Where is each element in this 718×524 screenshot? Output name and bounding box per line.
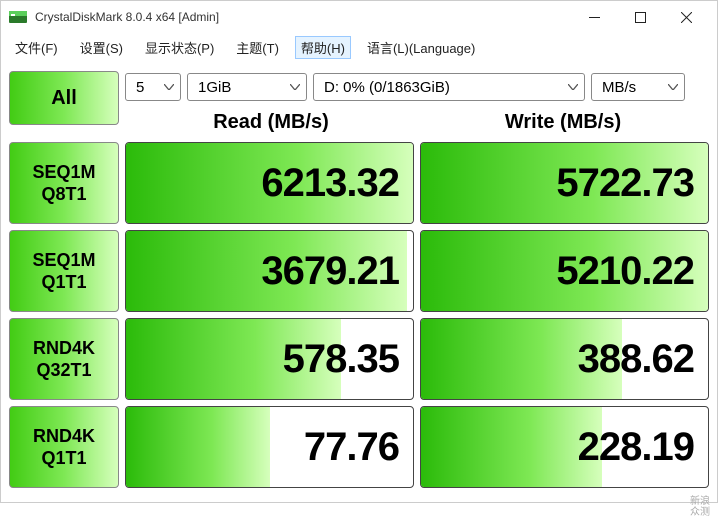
result-row: SEQ1MQ8T1 6213.32 5722.73 <box>9 142 709 224</box>
test-label-2: Q8T1 <box>41 183 86 206</box>
window-controls <box>571 1 709 33</box>
chevron-down-icon <box>668 84 678 90</box>
close-button[interactable] <box>663 1 709 33</box>
read-value-cell: 3679.21 <box>125 230 414 312</box>
menu-language[interactable]: 语言(L)(Language) <box>361 36 481 59</box>
read-value-cell: 6213.32 <box>125 142 414 224</box>
chevron-down-icon <box>164 84 174 90</box>
test-label-1: RND4K <box>33 425 95 448</box>
read-value: 6213.32 <box>261 161 399 206</box>
menu-theme[interactable]: 主题(T) <box>230 36 285 59</box>
write-value: 5722.73 <box>556 161 694 206</box>
minimize-button[interactable] <box>571 1 617 33</box>
read-value: 3679.21 <box>261 249 399 294</box>
test-label-2: Q32T1 <box>36 359 91 382</box>
blocksize-value: 1GiB <box>198 79 231 96</box>
write-header: Write (MB/s) <box>417 107 709 138</box>
write-value-cell: 388.62 <box>420 318 709 400</box>
titlebar: CrystalDiskMark 8.0.4 x64 [Admin] <box>1 1 717 33</box>
write-value: 388.62 <box>578 337 694 382</box>
blocksize-select[interactable]: 1GiB <box>187 73 307 101</box>
unit-value: MB/s <box>602 79 636 96</box>
menubar: 文件(F) 设置(S) 显示状态(P) 主题(T) 帮助(H) 语言(L)(La… <box>1 33 717 65</box>
test-label-1: RND4K <box>33 337 95 360</box>
test-label-1: SEQ1M <box>32 161 95 184</box>
maximize-button[interactable] <box>617 1 663 33</box>
read-header: Read (MB/s) <box>125 107 417 138</box>
menu-file[interactable]: 文件(F) <box>9 36 64 59</box>
menu-help[interactable]: 帮助(H) <box>295 36 351 59</box>
column-headers: Read (MB/s) Write (MB/s) <box>1 107 717 142</box>
test-label-1: SEQ1M <box>32 249 95 272</box>
write-value: 228.19 <box>578 425 694 470</box>
test-button[interactable]: SEQ1MQ1T1 <box>9 230 119 312</box>
loops-select[interactable]: 5 <box>125 73 181 101</box>
window-title: CrystalDiskMark 8.0.4 x64 [Admin] <box>35 10 571 24</box>
drive-value: D: 0% (0/1863GiB) <box>324 79 450 96</box>
drive-select[interactable]: D: 0% (0/1863GiB) <box>313 73 585 101</box>
write-value-cell: 228.19 <box>420 406 709 488</box>
result-row: SEQ1MQ1T1 3679.21 5210.22 <box>9 230 709 312</box>
watermark: 新浪 众测 <box>690 496 710 518</box>
loops-value: 5 <box>136 79 144 96</box>
write-value: 5210.22 <box>556 249 694 294</box>
unit-select[interactable]: MB/s <box>591 73 685 101</box>
write-value-cell: 5722.73 <box>420 142 709 224</box>
app-icon <box>9 8 27 26</box>
menu-settings[interactable]: 设置(S) <box>74 36 129 59</box>
chevron-down-icon <box>568 84 578 90</box>
write-value-cell: 5210.22 <box>420 230 709 312</box>
test-button[interactable]: RND4KQ1T1 <box>9 406 119 488</box>
test-button[interactable]: RND4KQ32T1 <box>9 318 119 400</box>
read-value-cell: 77.76 <box>125 406 414 488</box>
app-window: CrystalDiskMark 8.0.4 x64 [Admin] 文件(F) … <box>0 0 718 503</box>
results-grid: SEQ1MQ8T16213.325722.73SEQ1MQ1T13679.215… <box>1 142 717 502</box>
read-value: 77.76 <box>304 425 399 470</box>
result-row: RND4KQ1T1 77.76 228.19 <box>9 406 709 488</box>
test-button[interactable]: SEQ1MQ8T1 <box>9 142 119 224</box>
test-label-2: Q1T1 <box>41 447 86 470</box>
chevron-down-icon <box>290 84 300 90</box>
read-value: 578.35 <box>283 337 399 382</box>
read-value-cell: 578.35 <box>125 318 414 400</box>
menu-display[interactable]: 显示状态(P) <box>139 36 220 59</box>
result-row: RND4KQ32T1 578.35 388.62 <box>9 318 709 400</box>
test-label-2: Q1T1 <box>41 271 86 294</box>
